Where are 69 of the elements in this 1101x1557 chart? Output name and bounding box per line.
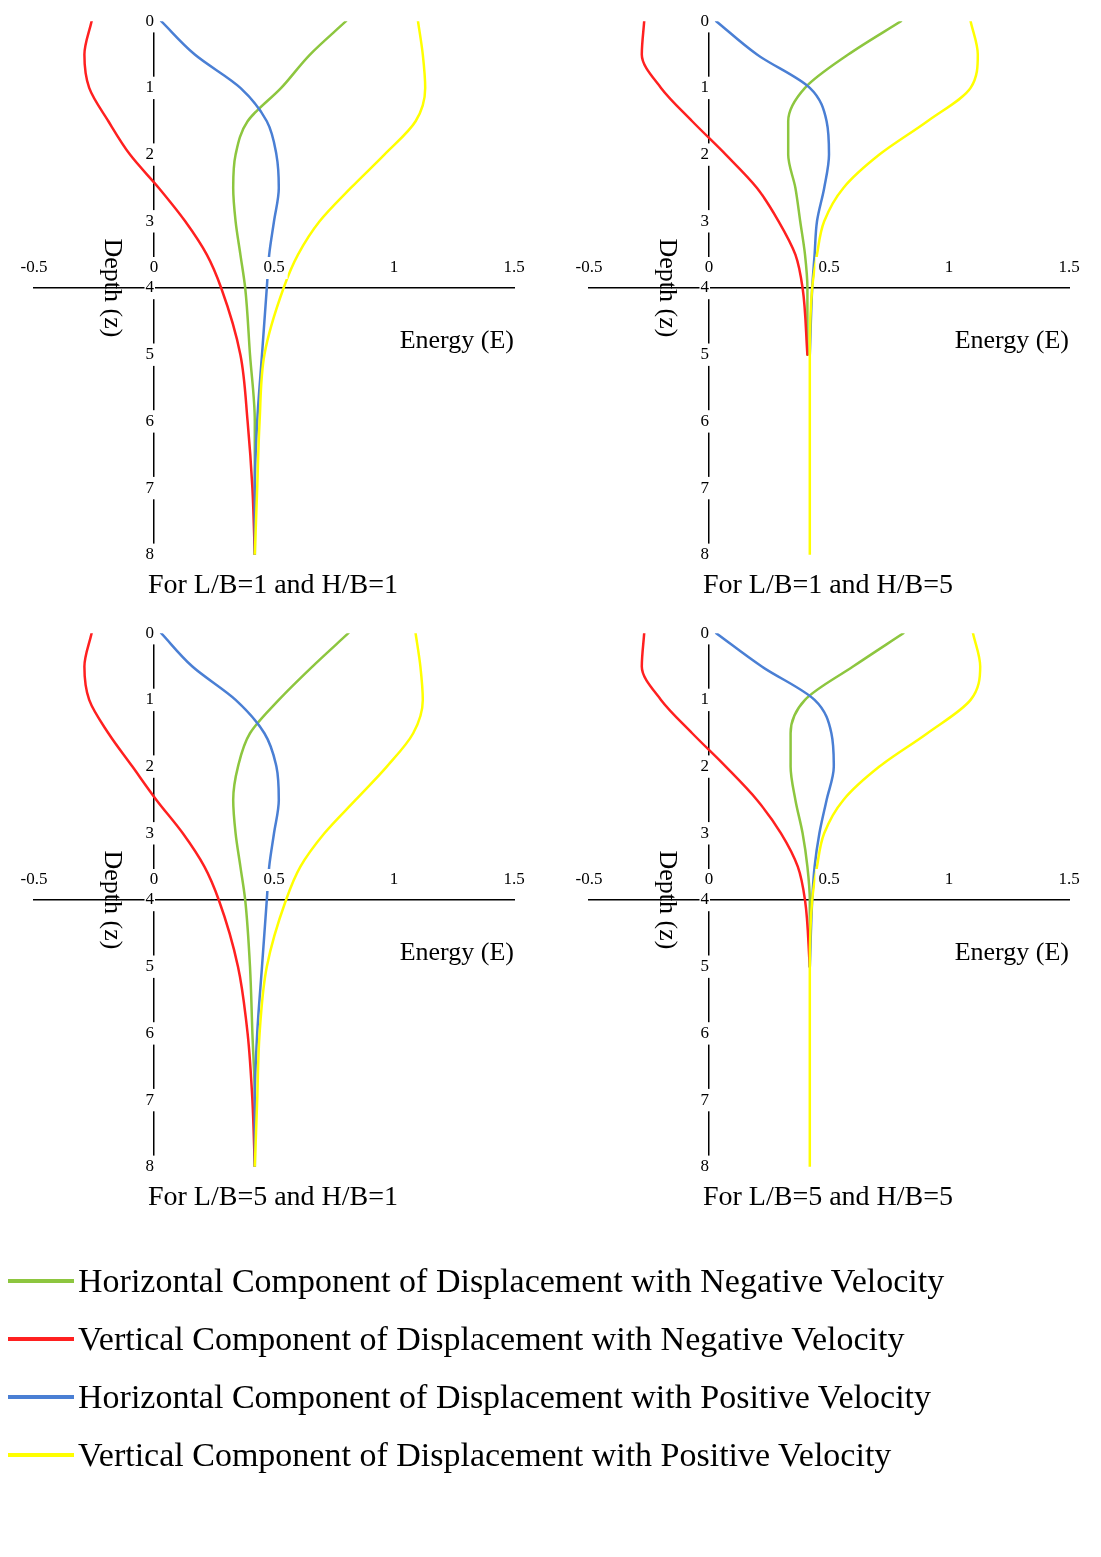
x-axis-title: Energy (E): [399, 325, 514, 355]
y-tick-label: 3: [700, 822, 709, 842]
y-tick-label: 0: [145, 10, 154, 30]
line-series: [786, 21, 903, 356]
x-tick-label: 1.5: [1058, 257, 1080, 277]
x-axis-title: Energy (E): [954, 937, 1069, 967]
text: For L/B=1 and H/B=1: [146, 568, 400, 600]
y-tick-label: 7: [145, 477, 155, 497]
y-tick-label: 6: [700, 1022, 709, 1042]
y-tick-label: 0: [700, 10, 709, 30]
x-tick-label: -0.5: [20, 869, 48, 889]
y-axis-title: Depth (z): [99, 238, 129, 338]
y-tick-label: 3: [700, 210, 709, 230]
y-tick-label: 8: [700, 1156, 709, 1176]
y-tick-label: 5: [700, 344, 709, 364]
legend-label: Vertical Component of Displacement with Positive Velocity: [78, 1436, 892, 1474]
x-tick-label: 1: [389, 869, 399, 889]
x-tick-label: 1.5: [1058, 869, 1080, 889]
y-tick-label: 8: [145, 1156, 154, 1176]
x-tick-label: 1: [944, 257, 954, 277]
x-tick-label: 0.5: [818, 257, 840, 277]
y-tick-label: 4: [145, 277, 155, 297]
y-tick-label: 4: [700, 277, 710, 297]
y-tick-label: 7: [700, 477, 710, 497]
y-tick-label: 7: [145, 1089, 155, 1109]
text: For L/B=5 and H/B=5: [701, 1180, 955, 1212]
y-tick-label: 5: [700, 956, 709, 976]
x-tick-label: 0.5: [263, 257, 285, 277]
x-tick-label: 1.5: [503, 869, 525, 889]
y-tick-label: 4: [145, 889, 155, 909]
y-tick-label: 8: [700, 544, 709, 564]
y-tick-label: 6: [145, 1022, 154, 1042]
text: For L/B=5 and H/B=1: [146, 1180, 400, 1212]
legend-label: Vertical Component of Displacement with Negative Velocity: [78, 1320, 905, 1358]
y-axis-title: Depth (z): [654, 850, 684, 950]
x-axis-title: Energy (E): [954, 325, 1069, 355]
x-tick-label: 1: [944, 869, 954, 889]
y-tick-label: 2: [145, 144, 154, 164]
y-tick-label: 1: [145, 689, 154, 709]
y-tick-label: 6: [700, 410, 709, 430]
y-axis-title: Depth (z): [99, 850, 129, 950]
legend-label: Horizontal Component of Displacement with Positive Velocity: [78, 1378, 932, 1416]
legend-label: Horizontal Component of Displacement with Negative Velocity: [78, 1262, 945, 1300]
y-tick-label: 1: [145, 77, 154, 97]
y-tick-label: 2: [700, 756, 709, 776]
y-axis-title: Depth (z): [654, 238, 684, 338]
x-tick-label: 0.5: [818, 869, 840, 889]
y-tick-label: 0: [700, 622, 709, 642]
x-tick-label: -0.5: [575, 869, 603, 889]
y-tick-label: 5: [145, 344, 154, 364]
x-tick-label: 1.5: [503, 257, 525, 277]
x-tick-label: -0.5: [575, 257, 603, 277]
x-axis-title: Energy (E): [399, 937, 514, 967]
text: For L/B=1 and H/B=5: [701, 568, 955, 600]
x-tick-label: -0.5: [20, 257, 48, 277]
y-tick-label: 3: [145, 210, 154, 230]
y-tick-label: 3: [145, 822, 154, 842]
y-tick-label: 6: [145, 410, 154, 430]
x-tick-label: 0.5: [263, 869, 285, 889]
y-tick-label: 0: [145, 622, 154, 642]
y-tick-label: 2: [145, 756, 154, 776]
y-tick-label: 8: [145, 544, 154, 564]
y-tick-label: 4: [700, 889, 710, 909]
y-tick-label: 5: [145, 956, 154, 976]
y-tick-label: 1: [700, 689, 709, 709]
y-tick-label: 7: [700, 1089, 710, 1109]
y-tick-label: 1: [700, 77, 709, 97]
x-tick-label: 1: [389, 257, 399, 277]
y-tick-label: 2: [700, 144, 709, 164]
